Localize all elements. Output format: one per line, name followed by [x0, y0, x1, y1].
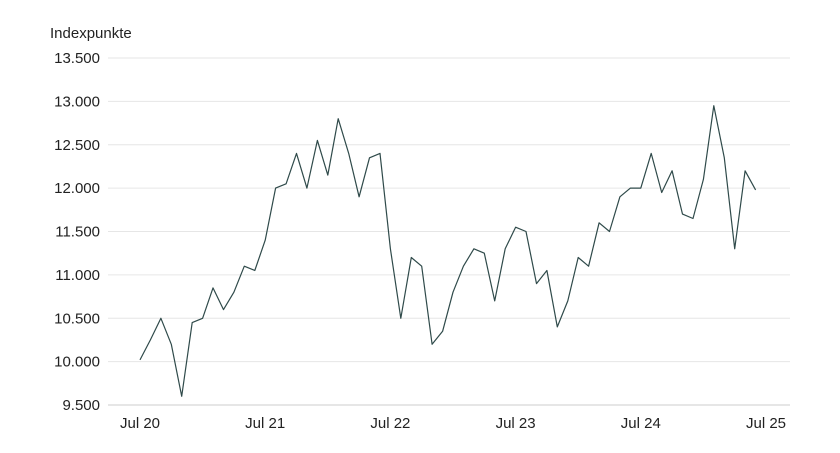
y-tick-label: 9.500 — [62, 397, 100, 414]
x-tick-label: Jul 24 — [621, 415, 661, 432]
y-tick-label: 12.500 — [54, 137, 100, 154]
y-tick-labels: 9.500 10.000 10.500 11.000 11.500 12.000 12.50… — [54, 50, 100, 414]
y-tick-label: 10.500 — [54, 310, 100, 327]
y-axis-title: Indexpunkte — [50, 25, 132, 42]
x-tick-label: Jul 23 — [496, 415, 536, 432]
y-tick-label: 10.000 — [54, 354, 100, 371]
x-tick-label: Jul 21 — [245, 415, 285, 432]
y-tick-label: 12.000 — [54, 180, 100, 197]
series-group — [139, 105, 757, 397]
x-tick-label: Jul 22 — [370, 415, 410, 432]
series-line — [139, 105, 757, 397]
y-tick-label: 11.500 — [55, 224, 100, 241]
grid-lines — [108, 57, 790, 406]
y-tick-label: 11.000 — [55, 267, 100, 284]
x-tick-label: Jul 25 — [746, 415, 786, 432]
x-tick-label: Jul 20 — [120, 415, 160, 432]
x-tick-labels: Jul 20 Jul 21 Jul 22 Jul 23 Jul 24 Jul 25 — [120, 415, 786, 432]
y-tick-label: 13.000 — [54, 93, 100, 110]
y-tick-label: 13.500 — [54, 50, 100, 67]
